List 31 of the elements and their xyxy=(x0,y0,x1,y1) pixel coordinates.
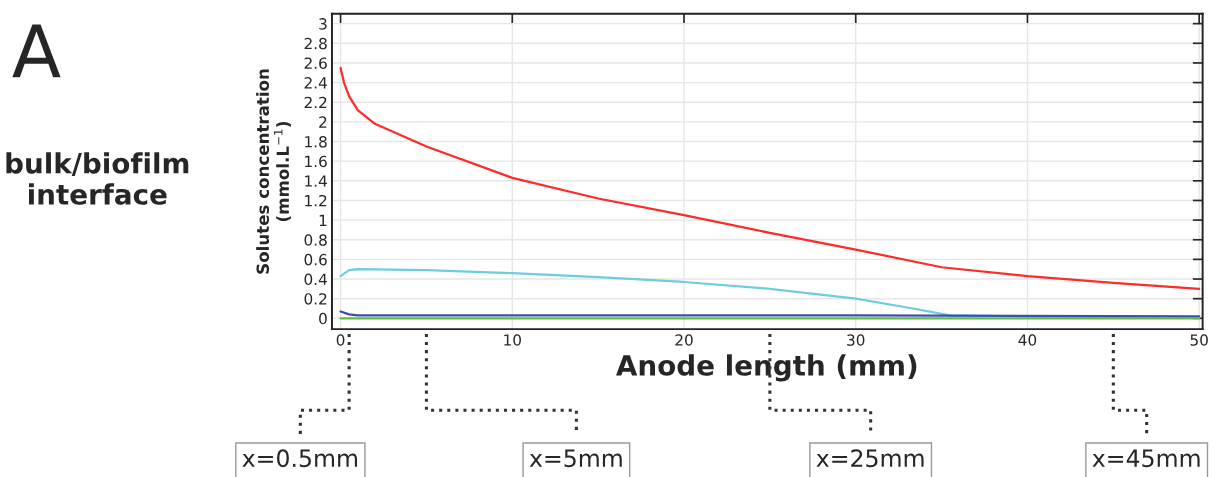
annotation: x=5mm xyxy=(529,449,622,468)
y-tick-label: 0 xyxy=(319,312,327,325)
annotation: x=45mm xyxy=(1092,449,1200,468)
y-tick-label: 2 xyxy=(319,116,327,128)
y-tick-label: 1 xyxy=(319,214,327,226)
y-tick-label: 1.8 xyxy=(305,135,327,148)
text: A xyxy=(12,24,61,78)
y-axis-title: Solutes concentration (mmol.L$^{−1}$) xyxy=(256,69,292,274)
y-tick-label: 2.4 xyxy=(304,77,327,89)
x-axis-title: Anode length (mm) xyxy=(616,354,917,382)
y-tick-label: 1.2 xyxy=(305,194,327,207)
y-tick-label: 0.2 xyxy=(304,293,327,305)
x-tick-label: 40 xyxy=(1018,334,1037,346)
y-tick-label: 1.6 xyxy=(305,155,327,168)
x-tick-label: 0 xyxy=(336,334,345,346)
x-tick-label: 20 xyxy=(675,334,693,346)
text: bulk/biofilm interface xyxy=(6,152,189,205)
x-tick-label: 50 xyxy=(1190,334,1208,346)
y-tick-label: 2.8 xyxy=(304,37,327,50)
y-tick-label: 2.6 xyxy=(304,57,327,69)
y-tick-label: 0.8 xyxy=(304,234,327,246)
x-tick-label: 10 xyxy=(504,334,521,346)
y-tick-label: 0.4 xyxy=(304,273,327,286)
y-tick-label: 0.6 xyxy=(304,253,327,266)
y-tick-label: 1.4 xyxy=(305,175,327,187)
annotation: x=0.5mm xyxy=(242,449,357,468)
line-series xyxy=(339,66,1201,290)
y-tick-label: 3 xyxy=(319,18,327,30)
x-tick-label: 30 xyxy=(847,334,865,346)
y-tick-label: 2.2 xyxy=(304,96,327,109)
annotation: x=25mm xyxy=(816,449,924,468)
